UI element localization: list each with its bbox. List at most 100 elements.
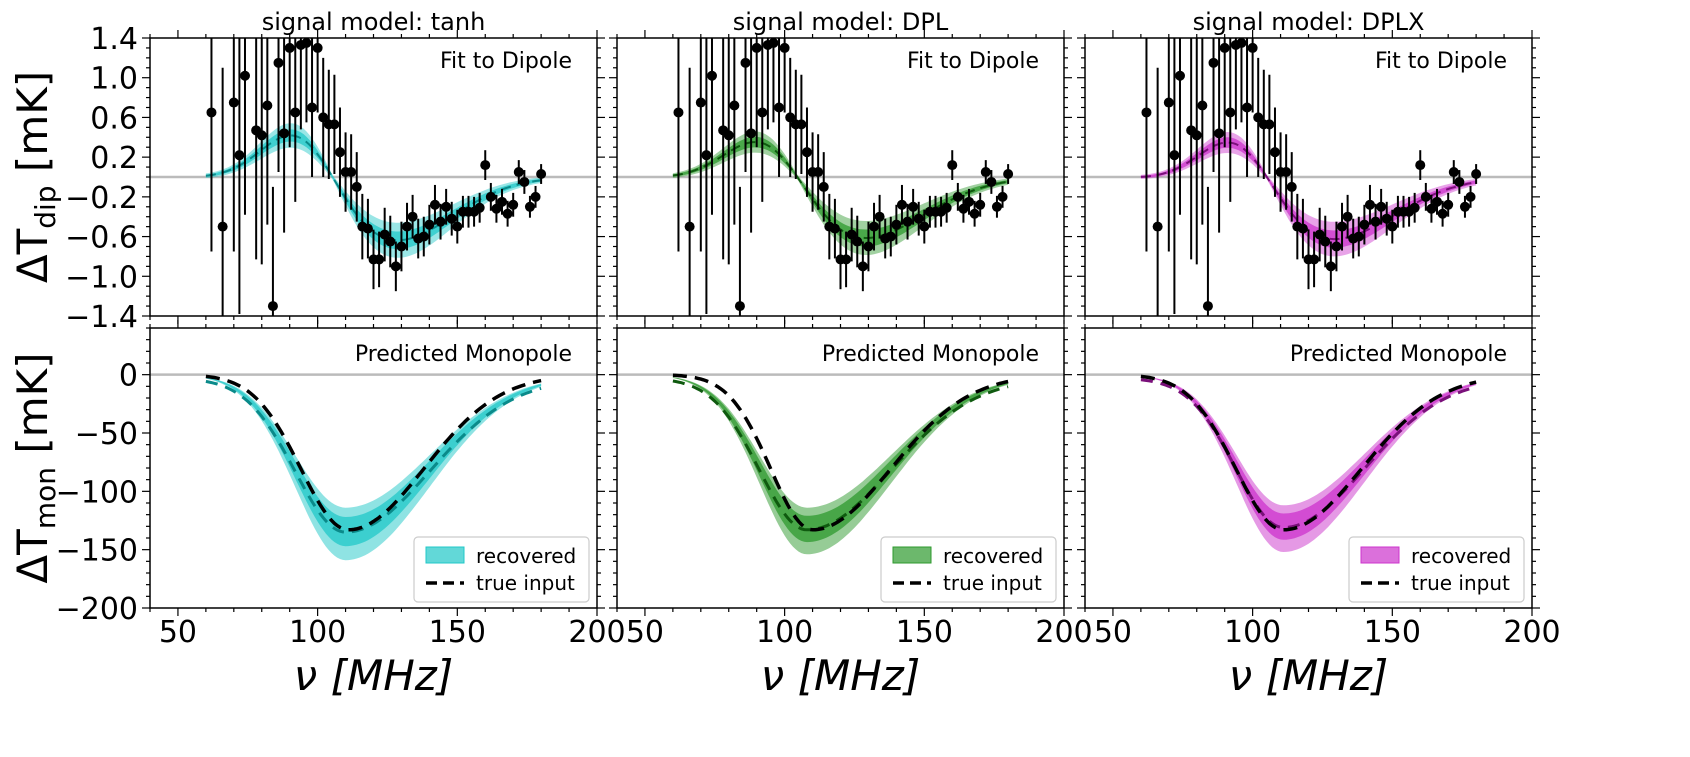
data-point <box>407 211 418 222</box>
data-point <box>941 202 952 213</box>
data-point <box>796 119 807 130</box>
data-point <box>852 236 863 247</box>
data-point <box>346 167 357 178</box>
data-point <box>874 211 885 222</box>
data-point <box>1264 119 1275 130</box>
data-point <box>256 130 267 141</box>
y-axis-title-monopole: ΔTmon [mK] <box>8 352 62 583</box>
data-point <box>1236 38 1247 48</box>
data-point <box>284 42 295 53</box>
data-point <box>701 150 712 161</box>
dipole-plot-area <box>150 38 597 316</box>
data-point <box>684 221 695 232</box>
data-point <box>396 241 407 252</box>
data-point <box>318 112 329 123</box>
data-point <box>958 203 969 214</box>
data-point <box>813 167 824 178</box>
data-point <box>301 38 312 48</box>
legend-label-recovered: recovered <box>476 544 576 568</box>
data-point <box>746 128 757 139</box>
panel-title: signal model: DPLX <box>1193 8 1425 36</box>
x-tick-label: 200 <box>1035 615 1092 650</box>
y-tick-label: −100 <box>56 475 138 510</box>
x-tick-label: 200 <box>1503 615 1560 650</box>
y-axis-title-monopole-unit: [mK] <box>8 352 57 467</box>
panel-title: signal model: tanh <box>262 8 486 36</box>
data-point <box>239 70 250 81</box>
data-point <box>279 128 290 139</box>
data-point <box>424 219 435 230</box>
data-point <box>491 203 502 214</box>
data-point <box>206 107 217 118</box>
data-point <box>441 201 452 212</box>
y-axis-title-dipole-main: ΔT <box>8 228 57 283</box>
data-point <box>1169 150 1180 161</box>
data-point <box>1437 208 1448 219</box>
data-point <box>519 176 530 187</box>
legend-label-recovered: recovered <box>943 544 1043 568</box>
data-point <box>329 119 340 130</box>
data-point <box>1471 169 1482 180</box>
x-tick-label: 50 <box>1094 615 1132 650</box>
dipole-annotation: Fit to Dipole <box>907 49 1039 74</box>
x-tick-label: 150 <box>1364 615 1421 650</box>
data-point <box>390 261 401 272</box>
data-point <box>1443 199 1454 210</box>
monopole-annotation: Predicted Monopole <box>355 342 572 367</box>
recovered-median-line <box>205 379 542 534</box>
data-point <box>1003 169 1014 180</box>
x-tick-label: 150 <box>896 615 953 650</box>
data-point <box>362 223 373 234</box>
data-point <box>785 112 796 123</box>
data-point <box>734 301 745 312</box>
data-point <box>502 208 513 219</box>
data-point <box>497 196 508 207</box>
y-tick-label: 0.6 <box>90 101 138 136</box>
data-point <box>1353 231 1364 242</box>
monopole-plot-area <box>1085 373 1532 552</box>
data-point <box>896 199 907 210</box>
dipole-annotation: Fit to Dipole <box>1375 49 1507 74</box>
y-tick-label: −0.2 <box>65 181 138 216</box>
data-point <box>1465 191 1476 202</box>
data-point <box>1420 191 1431 202</box>
data-point <box>975 199 986 210</box>
true-input-line <box>672 373 1009 532</box>
data-point <box>267 301 278 312</box>
dipole-plot-area <box>1085 38 1532 316</box>
monopole-plot-area <box>150 373 597 561</box>
recovered-band-inner <box>205 377 542 547</box>
y-tick-label: −150 <box>56 534 138 569</box>
data-point <box>829 223 840 234</box>
data-point <box>1415 160 1426 171</box>
data-point <box>1448 167 1459 178</box>
data-point <box>290 107 301 118</box>
data-point <box>446 213 457 224</box>
data-point <box>673 107 684 118</box>
data-point <box>1331 241 1342 252</box>
y-tick-label: −1.0 <box>65 260 138 295</box>
data-point <box>1286 181 1297 192</box>
data-point <box>234 150 245 161</box>
monopole-annotation: Predicted Monopole <box>822 342 1039 367</box>
data-point <box>418 231 429 242</box>
y-tick-label: 1.0 <box>90 62 138 97</box>
x-axis-title-text: ν [MHz] <box>761 651 920 700</box>
data-point <box>1314 229 1325 240</box>
data-point <box>312 42 323 53</box>
data-point <box>740 57 751 68</box>
x-tick-label: 50 <box>626 615 664 650</box>
x-tick-label: 50 <box>159 615 197 650</box>
data-point <box>863 241 874 252</box>
data-point <box>1202 301 1213 312</box>
data-point <box>530 191 541 202</box>
x-axis-title-text: ν [MHz] <box>294 651 453 700</box>
recovered-band-inner <box>1140 376 1477 540</box>
data-point <box>1281 167 1292 178</box>
data-point <box>536 169 547 180</box>
data-point <box>1247 42 1258 53</box>
data-point <box>385 236 396 247</box>
data-point <box>374 254 385 265</box>
data-point <box>841 254 852 265</box>
data-point <box>1253 112 1264 123</box>
